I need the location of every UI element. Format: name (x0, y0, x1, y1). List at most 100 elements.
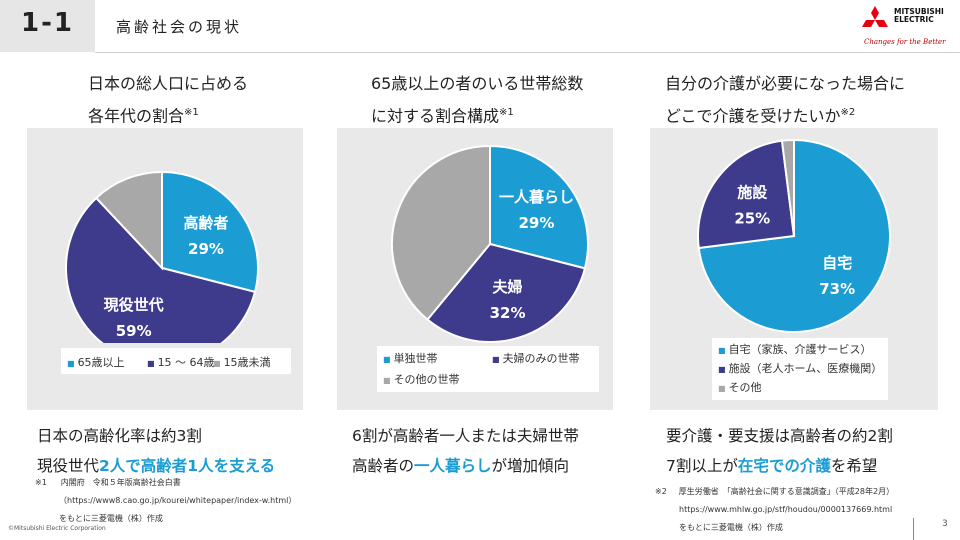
legend-square-icon: ■ (67, 359, 75, 368)
chart-3-title: 自分の介護が必要になった場合に どこで介護を受けたいか※2 (665, 69, 905, 130)
footnote-1-url: （https://www8.cao.go.jp/kourei/whitepape… (59, 496, 297, 505)
legend-square-icon: ■ (718, 346, 726, 355)
chart-2-legend: ■ 単独世帯 ■ 夫婦のみの世帯 ■ その他の世帯 (377, 346, 599, 392)
footnote-1: ※1 内閣府 令和５年版高齢社会白書 （https://www8.cao.go.j… (35, 474, 296, 528)
chart-2-legend-label-2: 夫婦のみの世帯 (502, 352, 580, 365)
chart-1-slice-3 (94, 170, 163, 271)
section-number: 1-1 (21, 8, 74, 38)
summary-3-highlight: 在宅での介護 (737, 457, 831, 475)
chart-2-slice-1-value: 29% (519, 214, 555, 232)
section-number-box: 1-1 (0, 0, 95, 52)
summary-2-line-2-pre: 高齢者の (352, 457, 415, 475)
legend-square-icon: ■ (718, 365, 726, 374)
chart-2-pie: 一人暮らし 29% 夫婦 32% (391, 144, 589, 343)
summary-3-line-2-pre: 7割以上が (666, 457, 738, 475)
chart-1-title: 日本の総人口に占める 各年代の割合※1 (88, 69, 248, 130)
chart-2-slice-2 (426, 242, 587, 343)
chart-1-slice-2-label: 現役世代 (104, 296, 164, 314)
chart-2-legend-item-1: ■ 単独世帯 (383, 350, 438, 366)
chart-1-legend-item-2: ■ 15 ～ 64歳 (147, 354, 215, 370)
copyright: ©Mitsubishi Electric Corporation (8, 525, 106, 532)
chart-3-pie: 自宅 73% 施設 25% (697, 138, 891, 333)
chart-2-legend-label-3: その他の世帯 (393, 373, 460, 386)
chart-3-slice-2 (697, 139, 796, 250)
legend-square-icon: ■ (147, 359, 155, 368)
chart-3-legend-item-1: ■ 自宅（家族、介護サービス） (718, 341, 872, 357)
page-title: 高齢社会の現状 (116, 18, 243, 36)
legend-square-icon: ■ (383, 376, 391, 385)
summary-3: 要介護・要支援は高齢者の約2割 7割以上が在宅での介護を希望 (666, 421, 893, 481)
header-divider (95, 52, 960, 53)
summary-2: 6割が高齢者一人または夫婦世帯 高齢者の一人暮らしが増加傾向 (352, 421, 579, 481)
summary-1: 日本の高齢化率は約3割 現役世代2人で高齢者1人を支える (37, 421, 275, 481)
chart-1-title-line-1: 日本の総人口に占める (88, 74, 249, 93)
chart-2-title: 65歳以上の者のいる世帯総数 に対する割合構成※1 (371, 69, 583, 130)
summary-1-line-2-pre: 現役世代 (37, 457, 100, 475)
summary-3-line-1: 要介護・要支援は高齢者の約2割 (666, 427, 893, 445)
chart-2-panel: 一人暮らし 29% 夫婦 32% ■ 単独世帯 ■ 夫婦のみの世帯 ■ その他の世帯 (337, 128, 613, 410)
chart-3-panel: 自宅 73% 施設 25% ■ 自宅（家族、介護サービス） ■ 施設（老人ホーム、医療機関… (650, 128, 938, 410)
summary-2-highlight: 一人暮らし (414, 457, 492, 475)
footnote-2-source: 厚生労働省 「高齢社会に関する意識調査」（平成28年2月） (678, 487, 895, 496)
chart-3-legend: ■ 自宅（家族、介護サービス） ■ 施設（老人ホーム、医療機関） ■ その他 (712, 338, 888, 400)
chart-1-legend-label-2: 15 ～ 64歳 (157, 356, 215, 369)
chart-3-legend-item-3: ■ その他 (718, 379, 762, 395)
legend-square-icon: ■ (492, 355, 500, 364)
chart-2-note: ※1 (499, 107, 514, 118)
chart-1-slice-1-value: 29% (188, 240, 224, 258)
summary-1-line-1: 日本の高齢化率は約3割 (37, 427, 202, 445)
chart-3-slice-2-value: 25% (734, 210, 770, 228)
page-number: 3 (942, 519, 948, 529)
chart-3-slice-3 (780, 138, 795, 237)
chart-3-slice-1-value: 73% (819, 280, 855, 298)
chart-1-slice-1 (161, 170, 259, 294)
chart-1-pie: 高齢者 29% 現役世代 59% (65, 170, 259, 343)
footnote-1-source: 内閣府 令和５年版高齢社会白書 (60, 478, 181, 487)
page-divider (913, 518, 914, 540)
chart-1-note: ※1 (184, 107, 199, 118)
chart-1-slice-1-label: 高齢者 (183, 214, 228, 232)
footnote-2-mark: ※2 (655, 487, 667, 496)
chart-2-legend-item-2: ■ 夫婦のみの世帯 (492, 350, 580, 366)
chart-1-legend: ■ 65歳以上 ■ 15 ～ 64歳 ■ 15歳未満 (61, 348, 291, 374)
header: 1-1 高齢社会の現状 MITSUBISHI ELECTRIC Changes … (0, 0, 960, 53)
footnote-1-mark: ※1 (35, 478, 47, 487)
company-logo: MITSUBISHI ELECTRIC Changes for the Bett… (858, 6, 954, 48)
footnote-2-made: をもとに三菱電機（株）作成 (679, 523, 783, 532)
chart-1-panel: 高齢者 29% 現役世代 59% ■ 65歳以上 ■ 15 ～ 64歳 ■ 15歳未満 (27, 128, 303, 410)
summary-2-line-1: 6割が高齢者一人または夫婦世帯 (352, 427, 579, 445)
chart-3-slice-2-label: 施設 (737, 184, 768, 202)
chart-2-title-line-1: 65歳以上の者のいる世帯総数 (371, 74, 584, 93)
chart-1-legend-item-3: ■ 15歳未満 (213, 354, 271, 370)
chart-3-legend-item-2: ■ 施設（老人ホーム、医療機関） (718, 360, 882, 376)
legend-square-icon: ■ (718, 384, 726, 393)
chart-1-slice-2-value: 59% (116, 322, 152, 340)
chart-3-legend-label-1: 自宅（家族、介護サービス） (728, 343, 872, 356)
chart-2-slice-1 (489, 144, 589, 270)
chart-2-slice-3 (391, 144, 491, 321)
chart-3-legend-label-3: その他 (728, 381, 762, 394)
logo-name: MITSUBISHI ELECTRIC (894, 7, 944, 24)
chart-2-slice-2-value: 32% (490, 304, 526, 322)
chart-3-title-line-2: どこで介護を受けたいか (665, 106, 841, 126)
footnote-2-url: https://www.mhlw.go.jp/stf/houdou/000013… (679, 505, 893, 514)
three-diamonds-icon (862, 6, 888, 27)
chart-3-slice-1-label: 自宅 (822, 254, 852, 272)
chart-1-slice-2 (65, 196, 257, 343)
legend-square-icon: ■ (213, 359, 221, 368)
chart-1-legend-label-3: 15歳未満 (223, 356, 271, 369)
chart-3-title-line-1: 自分の介護が必要になった場合に (665, 74, 906, 93)
chart-2-legend-item-3: ■ その他の世帯 (383, 371, 460, 387)
chart-2-legend-label-1: 単独世帯 (393, 352, 438, 365)
chart-1-title-line-2: 各年代の割合 (88, 106, 185, 126)
chart-2-title-line-2: に対する割合構成 (371, 106, 500, 126)
chart-3-legend-label-2: 施設（老人ホーム、医療機関） (728, 362, 883, 375)
summary-2-line-2-post: が増加傾向 (491, 457, 570, 475)
footnote-1-made: をもとに三菱電機（株）作成 (59, 514, 163, 523)
chart-1-legend-item-1: ■ 65歳以上 (67, 354, 125, 370)
chart-2-slice-2-label: 夫婦 (493, 278, 523, 296)
chart-3-note: ※2 (840, 107, 856, 118)
legend-square-icon: ■ (383, 355, 391, 364)
chart-1-legend-label-1: 65歳以上 (77, 356, 125, 369)
logo-slogan: Changes for the Better (864, 38, 946, 46)
